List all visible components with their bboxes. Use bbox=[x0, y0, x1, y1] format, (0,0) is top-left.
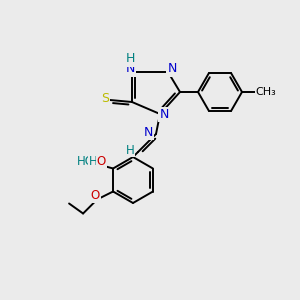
Text: H: H bbox=[125, 52, 135, 65]
Text: CH₃: CH₃ bbox=[256, 87, 276, 97]
Text: N: N bbox=[159, 107, 169, 121]
Text: S: S bbox=[101, 92, 109, 104]
Text: N: N bbox=[167, 62, 177, 76]
Text: H: H bbox=[126, 143, 134, 157]
Text: O: O bbox=[91, 189, 100, 202]
Text: HO: HO bbox=[77, 155, 95, 168]
Text: H: H bbox=[89, 155, 98, 168]
Text: N: N bbox=[125, 62, 135, 76]
Text: O: O bbox=[97, 155, 106, 168]
Text: N: N bbox=[143, 125, 153, 139]
